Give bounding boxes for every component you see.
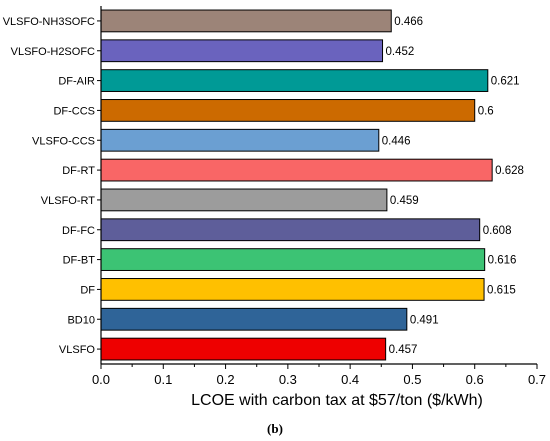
x-axis-title: LCOE with carbon tax at $57/ton ($/kWh) — [191, 392, 483, 409]
value-label: 0.457 — [389, 344, 418, 356]
bar-df-fc — [100, 218, 481, 242]
x-tick-label: 0.7 — [528, 372, 546, 387]
value-label: 0.459 — [390, 195, 419, 207]
value-label: 0.446 — [382, 135, 411, 147]
category-label: BD10 — [67, 314, 95, 326]
value-label: 0.628 — [495, 165, 524, 177]
bar-df-bt — [100, 248, 486, 271]
x-tick-label: 0.5 — [403, 372, 421, 387]
category-label: VLSFO-CCS — [32, 135, 95, 147]
category-label: VLSFO-RT — [41, 195, 95, 207]
bar-df-rt — [100, 158, 493, 182]
bar-df-air — [100, 69, 489, 92]
bar-vlsfo-ccs — [100, 128, 380, 152]
category-label: DF-FC — [62, 225, 95, 237]
value-label: 0.452 — [386, 46, 415, 58]
value-label: 0.621 — [491, 76, 520, 88]
category-label: VLSFO-NH3SOFC — [3, 16, 95, 28]
figure-caption: (b) — [267, 421, 283, 436]
value-label: 0.608 — [483, 225, 512, 237]
axes-group: VLSFO-NH3SOFC VLSFO-H2SOFC DF-AIR DF-CCS VLS… — [3, 6, 546, 387]
bar-vlsfo-nh3sofc — [100, 9, 392, 33]
x-tick-label: 0.0 — [92, 372, 110, 387]
bar-df — [100, 278, 485, 301]
value-label: 0.616 — [488, 255, 517, 267]
category-label: DF-RT — [62, 165, 95, 177]
x-tick-label: 0.2 — [217, 372, 235, 387]
category-label: DF-AIR — [58, 76, 95, 88]
value-label: 0.466 — [394, 16, 423, 28]
bar-vlsfo-rt — [100, 188, 388, 212]
bar-vlsfo-h2sofc — [100, 39, 384, 63]
x-tick-label: 0.3 — [279, 372, 297, 387]
category-label: DF-CCS — [53, 105, 95, 117]
x-tick-label: 0.1 — [154, 372, 172, 387]
x-tick-label: 0.6 — [466, 372, 484, 387]
bar-vlsfo — [100, 337, 387, 361]
value-label: 0.615 — [487, 284, 516, 296]
category-label: DF-BT — [63, 255, 96, 267]
value-label: 0.6 — [478, 105, 494, 117]
x-tick-label: 0.4 — [341, 372, 359, 387]
category-label: VLSFO — [59, 344, 96, 356]
bar-df-ccs — [100, 99, 476, 122]
category-label: DF — [80, 284, 95, 296]
category-label: VLSFO-H2SOFC — [11, 46, 95, 58]
bars-group: 0.466 0.452 0.621 0.6 0.446 0.628 0.459 0.608 0.… — [100, 9, 524, 361]
bar-bd10 — [100, 307, 408, 331]
value-label: 0.491 — [410, 314, 439, 326]
